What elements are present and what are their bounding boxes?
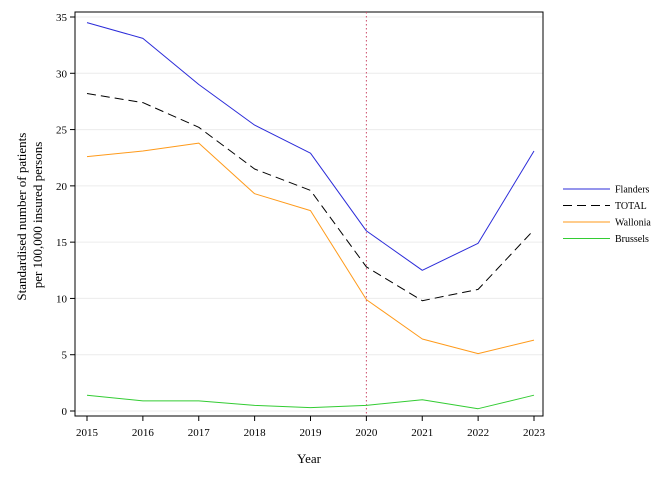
series-line-brussels [86, 394, 535, 410]
legend-label-total: TOTAL [615, 201, 647, 212]
x-tick-label-2022: 2022 [467, 427, 489, 439]
y-tick-label-25: 25 [56, 125, 68, 137]
y-tick-label-15: 15 [56, 237, 68, 249]
y-axis-title-line-1: Standardised number of patients [14, 133, 29, 301]
series-line-total [86, 93, 535, 302]
series-line-flanders [86, 22, 535, 271]
x-tick-label-2019: 2019 [300, 427, 323, 439]
x-tick-label-2023: 2023 [523, 427, 546, 439]
legend-label-flanders: Flanders [615, 185, 650, 196]
legend: Flanders TOTAL Wallonia Brussels [563, 185, 651, 245]
x-tick-label-2017: 2017 [188, 427, 211, 439]
grid-lines [75, 16, 543, 412]
y-axis-title-line-2: per 100,000 insured persons [30, 142, 45, 289]
x-tick-label-2021: 2021 [411, 427, 433, 439]
x-tick-label-2020: 2020 [355, 427, 378, 439]
legend-label-wallonia: Wallonia [615, 218, 651, 229]
legend-label-brussels: Brussels [615, 234, 649, 245]
series-lines [86, 22, 535, 410]
x-axis: 2015 2016 2017 2018 2019 2020 2021 2022 2023 [76, 416, 546, 439]
series-line-wallonia [86, 142, 535, 355]
y-tick-label-30: 30 [56, 68, 68, 80]
x-axis-title: Year [297, 451, 322, 466]
y-axis: 0 5 10 15 20 25 30 35 [56, 12, 75, 418]
y-tick-label-10: 10 [56, 293, 68, 305]
y-tick-label-0: 0 [62, 406, 68, 418]
plot-area-frame [74, 11, 544, 417]
x-tick-label-2018: 2018 [244, 427, 267, 439]
y-axis-title: Standardised number of patients per 100,… [14, 129, 45, 300]
y-tick-label-35: 35 [56, 12, 68, 24]
x-tick-label-2016: 2016 [132, 427, 155, 439]
x-tick-label-2015: 2015 [76, 427, 99, 439]
y-tick-label-20: 20 [56, 181, 68, 193]
y-tick-label-5: 5 [62, 350, 68, 362]
